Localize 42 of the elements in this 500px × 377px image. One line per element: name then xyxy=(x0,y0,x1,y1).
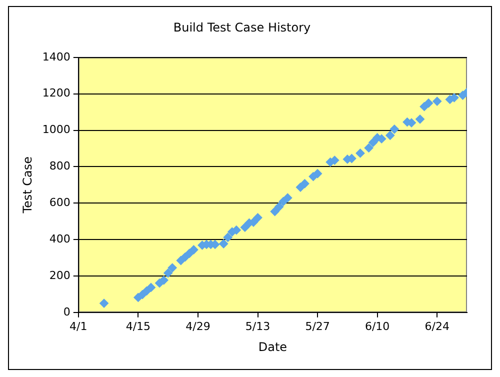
point xyxy=(189,245,198,254)
point xyxy=(416,114,425,124)
chart-title: Build Test Case History xyxy=(173,20,311,34)
point xyxy=(274,202,284,212)
point xyxy=(146,282,156,292)
x-tick-label: 4/1 xyxy=(70,320,88,333)
point xyxy=(300,179,310,188)
y-tick-label: 1200 xyxy=(42,86,70,100)
point xyxy=(100,298,109,308)
y-axis-title: Test Case xyxy=(20,156,34,214)
point xyxy=(168,263,177,272)
y-tick-label: 0 xyxy=(63,305,70,318)
point xyxy=(180,252,190,262)
point xyxy=(386,130,395,140)
y-tick-label: 1400 xyxy=(42,50,70,64)
y-tick-label: 600 xyxy=(49,196,70,209)
point xyxy=(219,239,228,248)
point xyxy=(432,96,442,106)
point xyxy=(368,138,378,147)
x-tick-label: 5/13 xyxy=(245,320,270,333)
y-tick-label: 1000 xyxy=(42,123,70,136)
point xyxy=(390,124,399,134)
x-tick-label: 6/10 xyxy=(364,320,390,333)
point xyxy=(240,222,250,232)
point xyxy=(164,268,173,278)
y-tick-label: 400 xyxy=(49,232,70,246)
x-tick-label: 4/15 xyxy=(126,320,151,333)
point xyxy=(313,169,322,178)
y-tick-label: 200 xyxy=(49,268,70,282)
x-axis-title: Date xyxy=(258,340,288,354)
point xyxy=(159,276,168,285)
point xyxy=(283,193,292,202)
x-tick-label: 4/29 xyxy=(186,320,210,333)
point xyxy=(223,232,232,242)
x-tick-label: 6/24 xyxy=(424,320,450,333)
point xyxy=(253,213,262,222)
y-tick-label: 800 xyxy=(49,160,70,173)
x-tick-label: 5/27 xyxy=(305,320,330,333)
point xyxy=(270,206,280,216)
point xyxy=(424,98,434,108)
point xyxy=(356,148,365,158)
point xyxy=(364,143,374,152)
